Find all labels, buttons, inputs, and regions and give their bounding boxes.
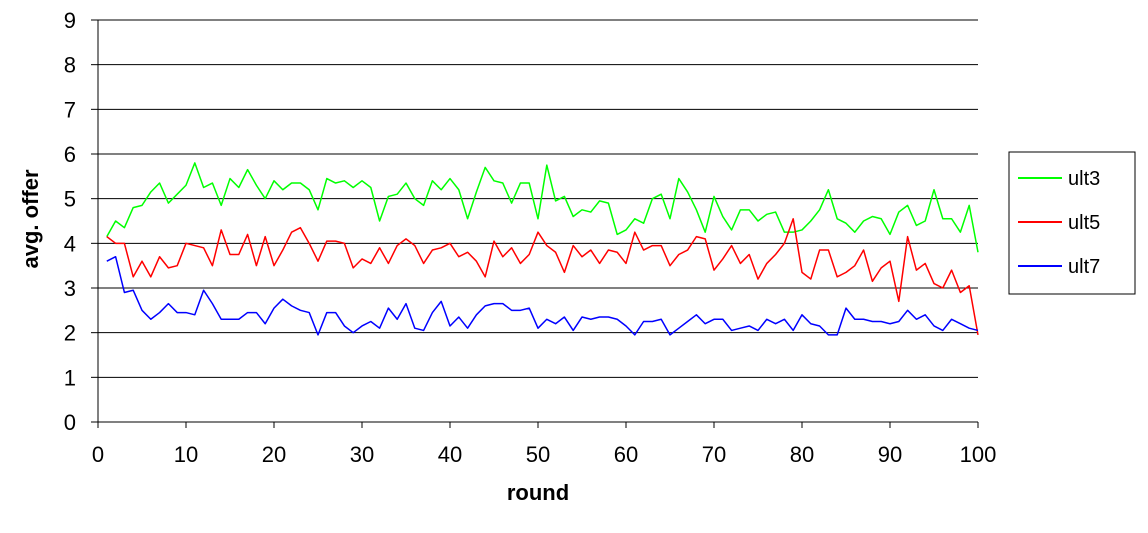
axes <box>91 19 979 428</box>
series-line-ult5 <box>106 218 979 336</box>
y-tick-label: 2 <box>64 321 76 346</box>
legend-label-ult3: ult3 <box>1068 168 1100 190</box>
x-tick-label: 80 <box>790 442 814 467</box>
gridlines <box>98 19 978 378</box>
x-tick-label: 50 <box>526 442 550 467</box>
series-lines <box>106 162 979 336</box>
y-tick-label: 8 <box>64 53 76 78</box>
y-tick-label: 4 <box>64 231 76 256</box>
x-axis-title: round <box>507 480 569 505</box>
legend: ult3 ult5 ult7 <box>1008 151 1136 295</box>
y-tick-label: 9 <box>64 8 76 33</box>
x-tick-label: 60 <box>614 442 638 467</box>
x-tick-label: 100 <box>960 442 997 467</box>
series-line-ult7 <box>106 255 979 336</box>
x-tick-label: 0 <box>92 442 104 467</box>
y-tick-label: 5 <box>64 187 76 212</box>
legend-label-ult7: ult7 <box>1068 256 1100 278</box>
y-tick-label: 7 <box>64 97 76 122</box>
legend-label-ult5: ult5 <box>1068 212 1100 234</box>
x-tick-label: 30 <box>350 442 374 467</box>
y-tick-label: 1 <box>64 365 76 390</box>
x-tick-label: 70 <box>702 442 726 467</box>
y-tick-label: 3 <box>64 276 76 301</box>
x-tick-label: 10 <box>174 442 198 467</box>
x-tick-label: 20 <box>262 442 286 467</box>
y-tick-label: 0 <box>64 410 76 435</box>
series-line-ult3 <box>106 162 979 253</box>
x-tick-label: 90 <box>878 442 902 467</box>
y-axis-title: avg. offer <box>18 169 43 268</box>
y-tick-label: 6 <box>64 142 76 167</box>
x-tick-label: 40 <box>438 442 462 467</box>
